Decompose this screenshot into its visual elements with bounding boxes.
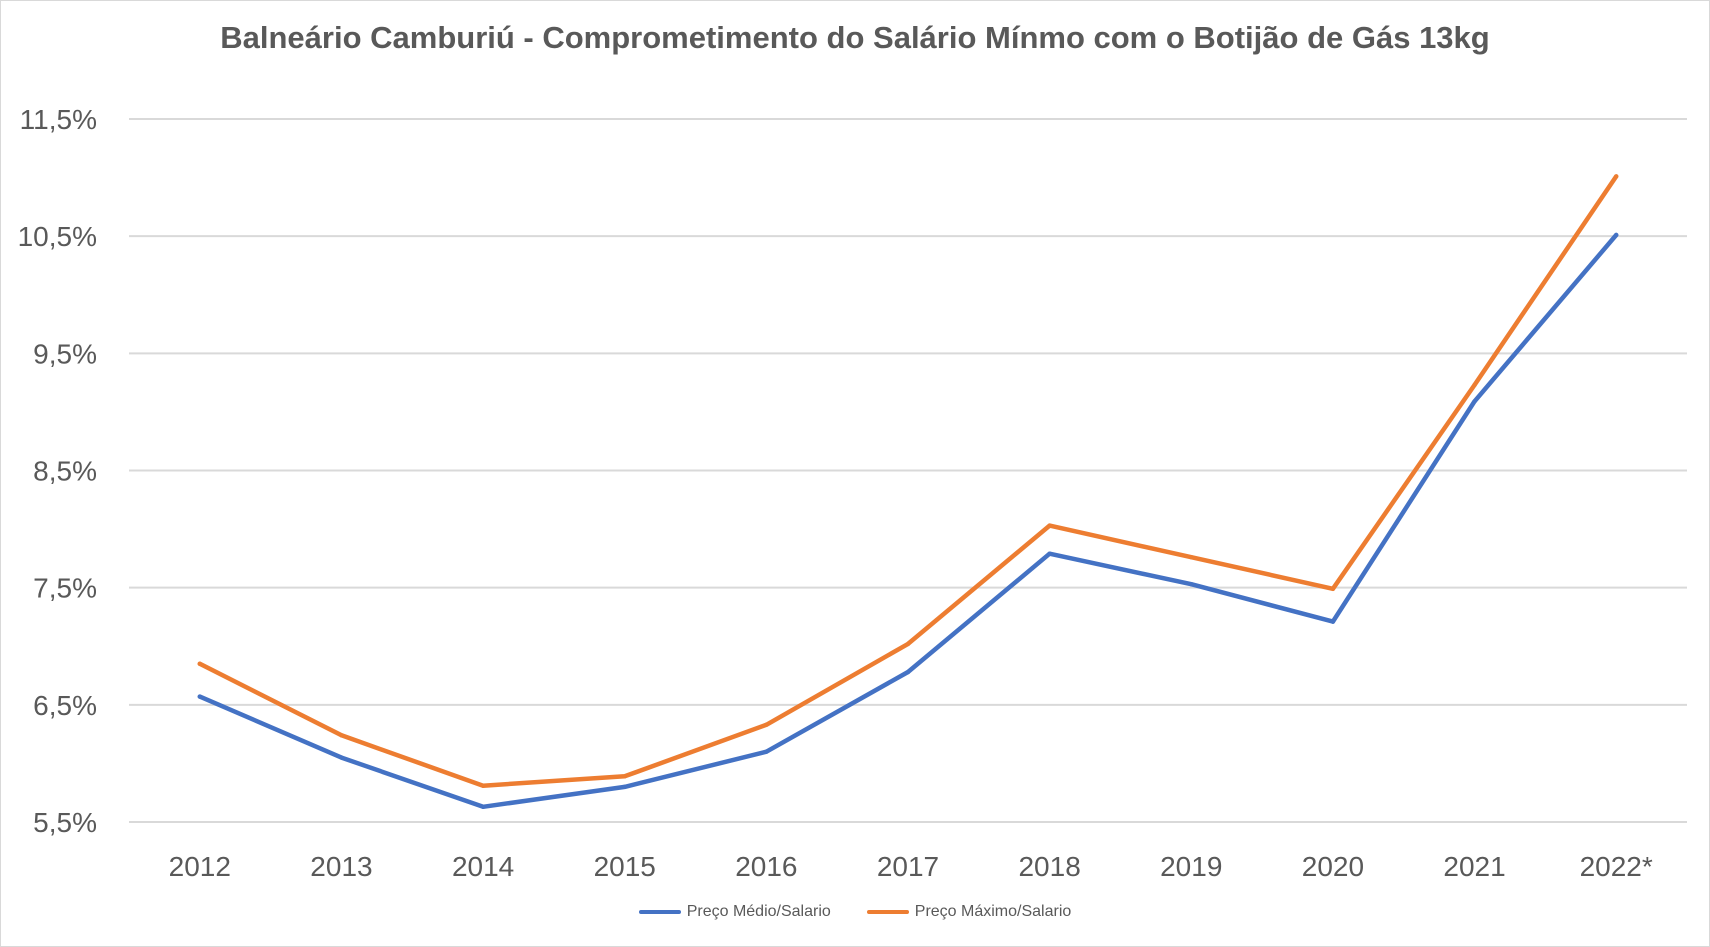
- data-point: [480, 783, 486, 788]
- data-point: [1613, 232, 1619, 238]
- data-point: [1613, 174, 1619, 179]
- gridlines: [129, 118, 1687, 823]
- legend-swatch-preco-maximo: [866, 910, 909, 914]
- data-point: [905, 669, 911, 675]
- y-tick-label: 7,5%: [33, 573, 97, 604]
- series-line-0: [197, 232, 1619, 810]
- series-lines: [197, 174, 1619, 810]
- data-point: [1189, 555, 1194, 560]
- x-tick-label: 2015: [594, 851, 656, 882]
- x-tick-label: 2020: [1302, 851, 1364, 882]
- y-tick-label: 9,5%: [33, 338, 97, 369]
- x-tick-label: 2012: [169, 851, 231, 882]
- data-point: [339, 755, 344, 760]
- x-tick-label: 2017: [877, 851, 939, 882]
- legend-label-preco-maximo: Preço Máximo/Salario: [914, 903, 1072, 920]
- data-point: [197, 661, 203, 667]
- chart-title: Balneário Camburiú - Comprometimento do …: [220, 20, 1490, 55]
- data-point: [1472, 399, 1477, 404]
- legend-swatch-preco-medio: [638, 910, 681, 914]
- series-line-1: [197, 174, 1619, 788]
- data-point: [480, 804, 486, 809]
- x-tick-label: 2018: [1018, 851, 1080, 882]
- data-point: [1472, 382, 1477, 388]
- data-point: [1047, 523, 1052, 528]
- x-tick-label: 2016: [735, 851, 797, 882]
- x-tick-label: 2013: [310, 851, 372, 882]
- x-axis: 2012 2013 2014 2015 2016 2017 2018 2019 2020 2021…: [169, 851, 1653, 882]
- x-tick-label: 2019: [1160, 851, 1222, 882]
- legend-label-preco-medio: Preço Médio/Salario: [686, 903, 831, 920]
- y-tick-label: 6,5%: [33, 690, 97, 721]
- data-point: [622, 774, 627, 779]
- legend: Preço Médio/Salario Preço Máximo/Salario: [0, 903, 1710, 921]
- legend-item-preco-medio: Preço Médio/Salario: [638, 903, 831, 921]
- data-point: [764, 722, 769, 727]
- y-tick-label: 5,5%: [33, 807, 97, 838]
- data-point: [339, 733, 344, 738]
- data-point: [1047, 551, 1052, 556]
- data-point: [1189, 581, 1194, 587]
- data-point: [764, 749, 769, 754]
- x-tick-label: 2022*: [1580, 851, 1653, 882]
- y-tick-label: 11,5%: [20, 104, 97, 135]
- y-axis: 5,5% 6,5% 7,5% 8,5% 9,5% 10,5% 11,5%: [18, 104, 97, 838]
- legend-item-preco-maximo: Preço Máximo/Salario: [866, 903, 1072, 921]
- data-point: [197, 694, 203, 699]
- data-point: [905, 641, 911, 647]
- x-tick-label: 2014: [452, 851, 514, 882]
- data-point: [622, 784, 627, 790]
- y-tick-label: 8,5%: [33, 456, 97, 487]
- x-tick-label: 2021: [1443, 851, 1505, 882]
- data-point: [1330, 619, 1336, 624]
- y-tick-label: 10,5%: [18, 221, 97, 252]
- data-point: [1330, 586, 1336, 592]
